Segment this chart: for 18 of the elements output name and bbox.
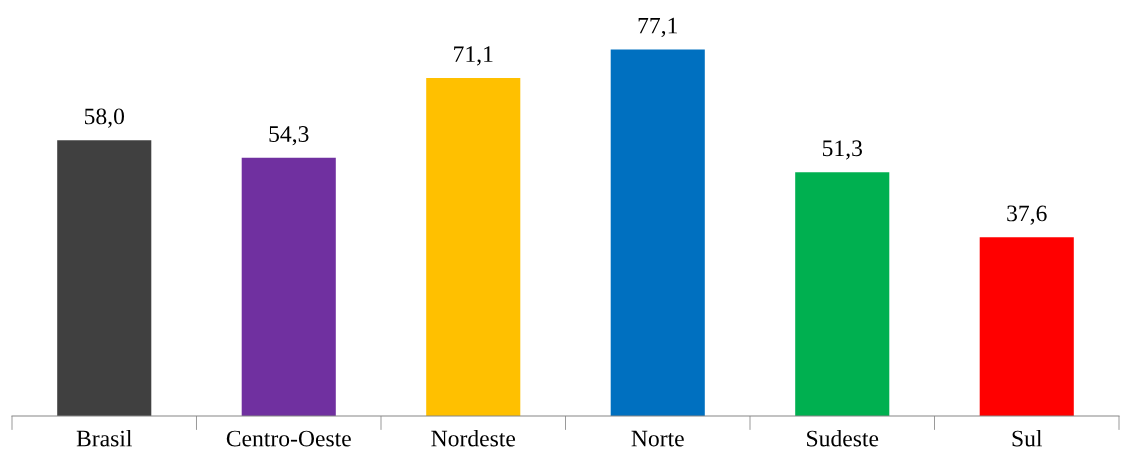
- x-tick-label: Sul: [1012, 429, 1043, 447]
- bar: [426, 78, 521, 416]
- data-label: 51,3: [822, 140, 862, 160]
- data-label: 37,6: [1007, 205, 1047, 225]
- x-tick-label: Nordeste: [431, 429, 516, 447]
- bar: [241, 157, 336, 416]
- x-tick-label: Sudeste: [807, 429, 879, 447]
- data-label: 54,3: [269, 126, 309, 146]
- x-tick-label: Brasil: [76, 429, 132, 447]
- data-label: 77,1: [638, 17, 677, 37]
- bar: [795, 172, 890, 416]
- data-label: 71,1: [454, 46, 493, 66]
- data-label: 58,0: [84, 108, 125, 128]
- x-tick-label: Centro-Oeste: [226, 430, 351, 447]
- bar: [610, 49, 705, 416]
- bar: [57, 140, 152, 416]
- bar: [979, 237, 1074, 416]
- x-tick-label: Norte: [631, 430, 684, 447]
